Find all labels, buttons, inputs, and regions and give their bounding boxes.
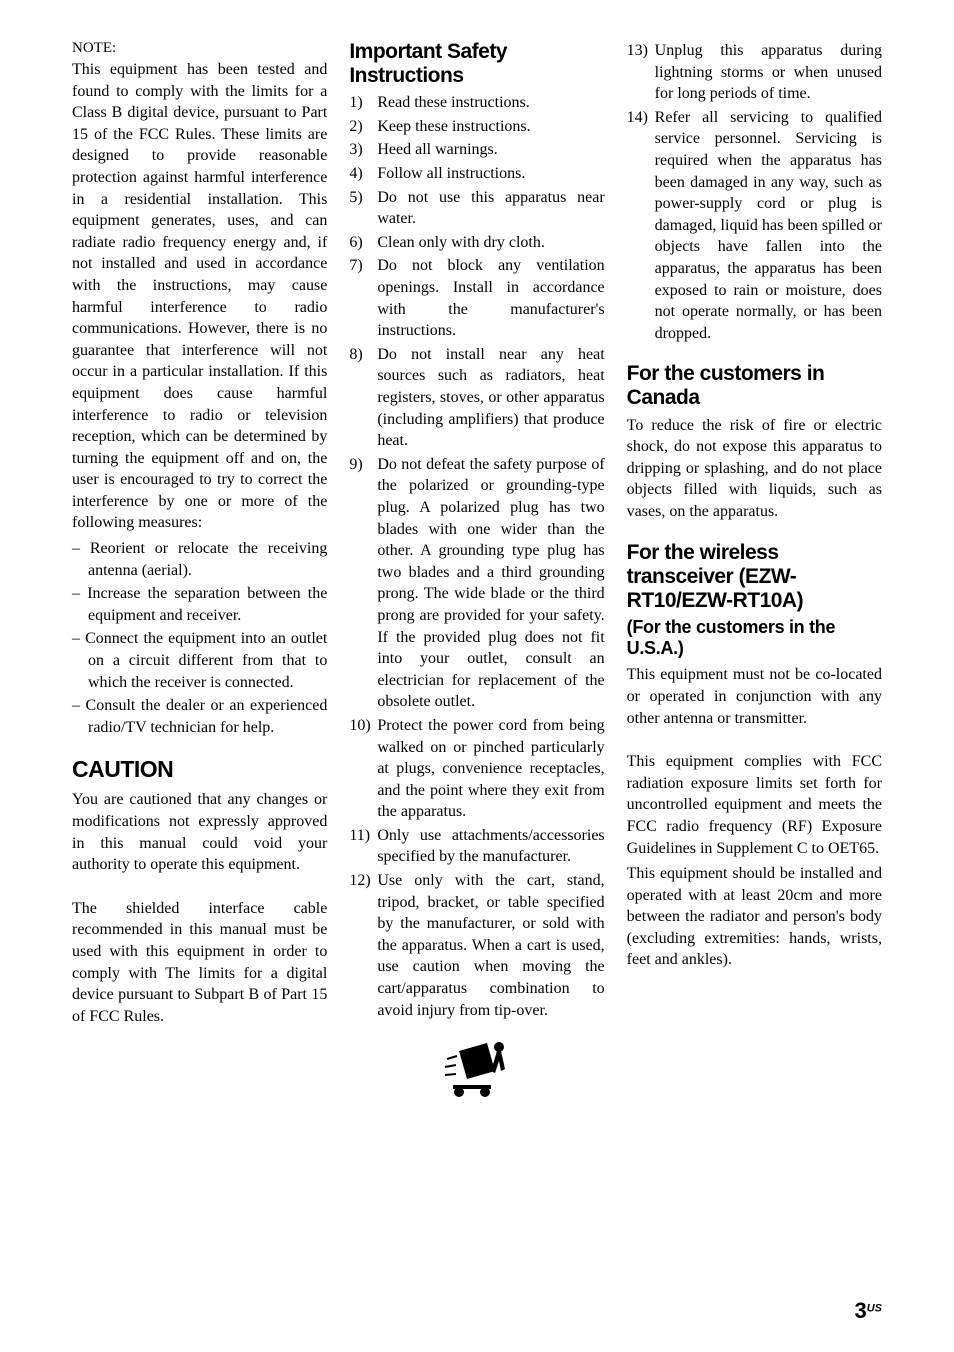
item-number: 11) [349, 825, 377, 868]
safety-instructions-heading: Important Safety Instructions [349, 40, 604, 88]
page-number: 3US [854, 1298, 882, 1324]
column-1: NOTE: This equipment has been tested and… [72, 40, 327, 1104]
spacer [72, 880, 327, 898]
item-number: 8) [349, 344, 377, 452]
item-text: Read these instructions. [377, 92, 604, 114]
item-number: 5) [349, 187, 377, 230]
list-item: 10)Protect the power cord from being wal… [349, 715, 604, 823]
caution-paragraph-1: You are cautioned that any changes or mo… [72, 789, 327, 875]
item-text: Heed all warnings. [377, 139, 604, 161]
list-item: 8)Do not install near any heat sources s… [349, 344, 604, 452]
item-number: 9) [349, 454, 377, 713]
safety-instructions-list-continued: 13)Unplug this apparatus during lightnin… [627, 40, 882, 344]
list-item: 5)Do not use this apparatus near water. [349, 187, 604, 230]
column-3: 13)Unplug this apparatus during lightnin… [627, 40, 882, 1104]
canada-text: To reduce the risk of fire or electric s… [627, 415, 882, 523]
item-text: Do not block any ventilation openings. I… [377, 255, 604, 341]
list-item: 6)Clean only with dry cloth. [349, 232, 604, 254]
list-item: 4)Follow all instructions. [349, 163, 604, 185]
caution-paragraph-2: The shielded interface cable recommended… [72, 898, 327, 1028]
page-columns: NOTE: This equipment has been tested and… [72, 40, 882, 1104]
list-item: Increase the separation between the equi… [72, 583, 327, 626]
note-label: NOTE: [72, 40, 327, 57]
list-item: 13)Unplug this apparatus during lightnin… [627, 40, 882, 105]
wireless-paragraph-1: This equipment must not be co-located or… [627, 664, 882, 729]
item-text: Only use attachments/accessories specifi… [377, 825, 604, 868]
item-number: 2) [349, 116, 377, 138]
list-item: 9)Do not defeat the safety purpose of th… [349, 454, 604, 713]
item-text: Use only with the cart, stand, tripod, b… [377, 870, 604, 1021]
item-text: Unplug this apparatus during lightning s… [655, 40, 882, 105]
list-item: Consult the dealer or an experienced rad… [72, 695, 327, 738]
cart-tipover-icon [439, 1029, 514, 1104]
wireless-paragraph-2: This equipment complies with FCC radiati… [627, 751, 882, 859]
list-item: 2)Keep these instructions. [349, 116, 604, 138]
wireless-paragraph-3: This equipment should be installed and o… [627, 863, 882, 971]
item-number: 14) [627, 107, 655, 345]
item-text: Follow all instructions. [377, 163, 604, 185]
interference-measures-list: Reorient or relocate the receiving anten… [72, 538, 327, 738]
item-text: Do not defeat the safety purpose of the … [377, 454, 604, 713]
list-item: 7)Do not block any ventilation openings.… [349, 255, 604, 341]
page-number-suffix: US [867, 1303, 882, 1315]
item-number: 1) [349, 92, 377, 114]
wireless-heading: For the wireless transceiver (EZW-RT10/E… [627, 541, 882, 613]
list-item: 12)Use only with the cart, stand, tripod… [349, 870, 604, 1021]
list-item: Connect the equipment into an outlet on … [72, 628, 327, 693]
caution-heading: CAUTION [72, 756, 327, 783]
item-number: 10) [349, 715, 377, 823]
item-number: 6) [349, 232, 377, 254]
list-item: 3)Heed all warnings. [349, 139, 604, 161]
item-text: Keep these instructions. [377, 116, 604, 138]
wireless-subheading: (For the customers in the U.S.A.) [627, 617, 882, 658]
item-text: Do not install near any heat sources suc… [377, 344, 604, 452]
fcc-compliance-text: This equipment has been tested and found… [72, 59, 327, 534]
item-number: 4) [349, 163, 377, 185]
item-number: 7) [349, 255, 377, 341]
spacer [627, 733, 882, 751]
item-text: Do not use this apparatus near water. [377, 187, 604, 230]
item-text: Clean only with dry cloth. [377, 232, 604, 254]
page-number-value: 3 [854, 1298, 866, 1323]
item-number: 13) [627, 40, 655, 105]
list-item: 1)Read these instructions. [349, 92, 604, 114]
item-text: Refer all servicing to qualified service… [655, 107, 882, 345]
item-text: Protect the power cord from being walked… [377, 715, 604, 823]
safety-instructions-list: 1)Read these instructions. 2)Keep these … [349, 92, 604, 1021]
item-number: 12) [349, 870, 377, 1021]
item-number: 3) [349, 139, 377, 161]
canada-heading: For the customers in Canada [627, 362, 882, 410]
list-item: 14)Refer all servicing to qualified serv… [627, 107, 882, 345]
list-item: 11)Only use attachments/accessories spec… [349, 825, 604, 868]
list-item: Reorient or relocate the receiving anten… [72, 538, 327, 581]
column-2: Important Safety Instructions 1)Read the… [349, 40, 604, 1104]
